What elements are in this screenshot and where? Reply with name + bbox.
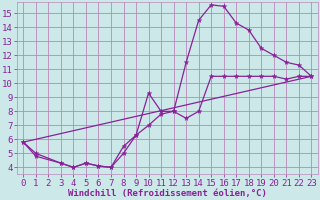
X-axis label: Windchill (Refroidissement éolien,°C): Windchill (Refroidissement éolien,°C) bbox=[68, 189, 267, 198]
